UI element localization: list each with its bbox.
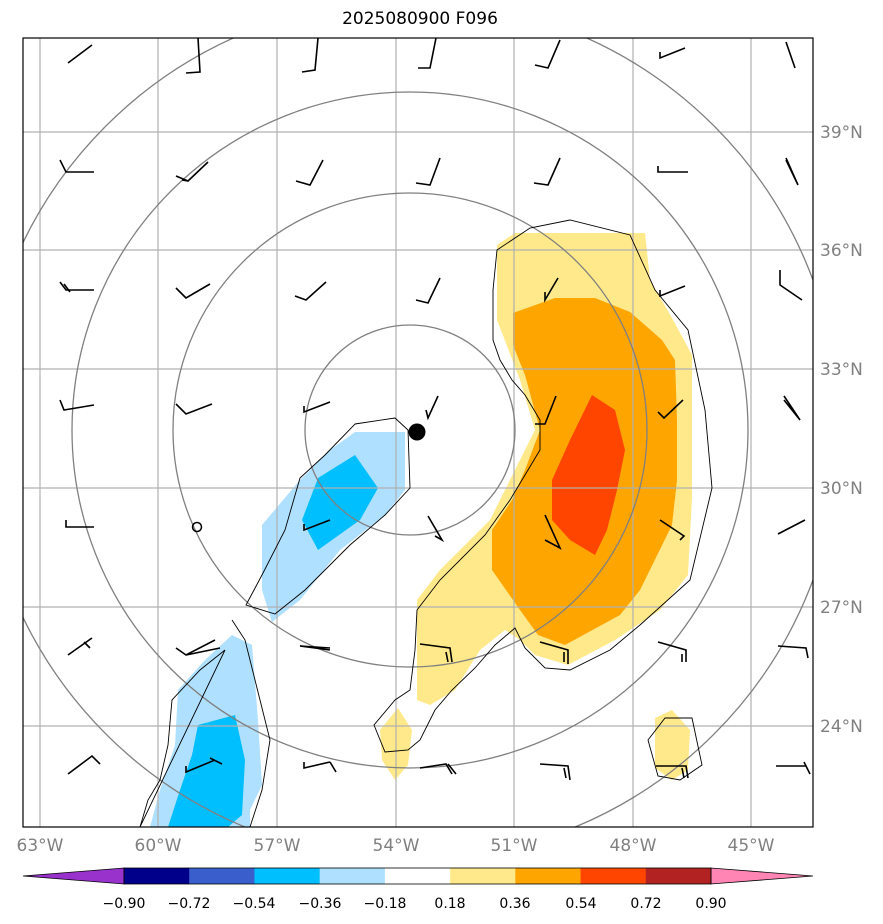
colorbar-block: [319, 868, 386, 884]
colorbar-labels: −0.90 −0.72 −0.54 −0.36 −0.18 0.18 0.36 …: [103, 896, 727, 912]
shade-outlines: [139, 219, 713, 827]
lon-tick-label: 57°W: [254, 836, 301, 856]
lat-tick-label: 33°N: [820, 360, 863, 380]
colorbar-block: [580, 868, 647, 884]
colorbar-block: [450, 868, 516, 884]
positive-shade-small-b: [655, 710, 690, 780]
lon-tick-labels: 63°W 60°W 57°W 54°W 51°W 48°W 45°W: [17, 836, 775, 856]
lon-tick-label: 51°W: [491, 836, 538, 856]
lat-tick-label: 36°N: [820, 241, 863, 261]
colorbar-block: [645, 868, 712, 884]
colorbar-label: 0.18: [434, 896, 465, 912]
colorbar-label: −0.72: [168, 896, 211, 912]
negative-shade-mid-b: [168, 715, 245, 827]
colorbar-block: [124, 868, 190, 884]
colorbar-block: [254, 868, 321, 884]
lat-tick-label: 24°N: [820, 717, 863, 737]
lat-tick-label: 39°N: [820, 123, 863, 143]
colorbar-block: [384, 868, 451, 884]
map-frame: [22, 37, 814, 828]
colorbar-label: −0.54: [233, 896, 276, 912]
colorbar-frame: [123, 867, 712, 885]
lat-tick-labels: 39°N 36°N 33°N 30°N 27°N 24°N: [820, 123, 863, 737]
lon-tick-label: 63°W: [17, 836, 64, 856]
secondary-position-marker: [191, 521, 203, 533]
colorbar-blocks: [22, 867, 814, 885]
colorbar-block: [515, 868, 582, 884]
lat-tick-label: 30°N: [820, 479, 863, 499]
graticule: [23, 38, 813, 827]
positive-shade-red: [552, 395, 625, 555]
colorbar-extend-low: [22, 867, 125, 885]
colorbar-label: 0.72: [630, 896, 661, 912]
storm-center-marker: [408, 423, 426, 441]
lon-tick-label: 54°W: [373, 836, 420, 856]
colorbar-label: 0.54: [565, 896, 596, 912]
lon-tick-label: 45°W: [728, 836, 775, 856]
colorbar-label: 0.90: [695, 896, 726, 912]
colorbar-extend-high: [710, 867, 814, 885]
map-area: [23, 38, 813, 827]
lon-tick-label: 48°W: [610, 836, 657, 856]
colorbar-label: −0.18: [364, 896, 407, 912]
shading-layer: [150, 233, 692, 827]
contour-rings: [23, 38, 813, 827]
lon-tick-label: 60°W: [135, 836, 182, 856]
colorbar: −0.90 −0.72 −0.54 −0.36 −0.18 0.18 0.36 …: [22, 867, 814, 912]
colorbar-label: −0.90: [103, 896, 146, 912]
lat-tick-label: 27°N: [820, 598, 863, 618]
colorbar-label: 0.36: [499, 896, 530, 912]
negative-shade-mid-a: [302, 455, 378, 550]
wind-barbs: [59, 38, 811, 781]
colorbar-block: [189, 868, 255, 884]
colorbar-label: −0.36: [299, 896, 342, 912]
map-title: 2025080900 F096: [342, 9, 498, 29]
